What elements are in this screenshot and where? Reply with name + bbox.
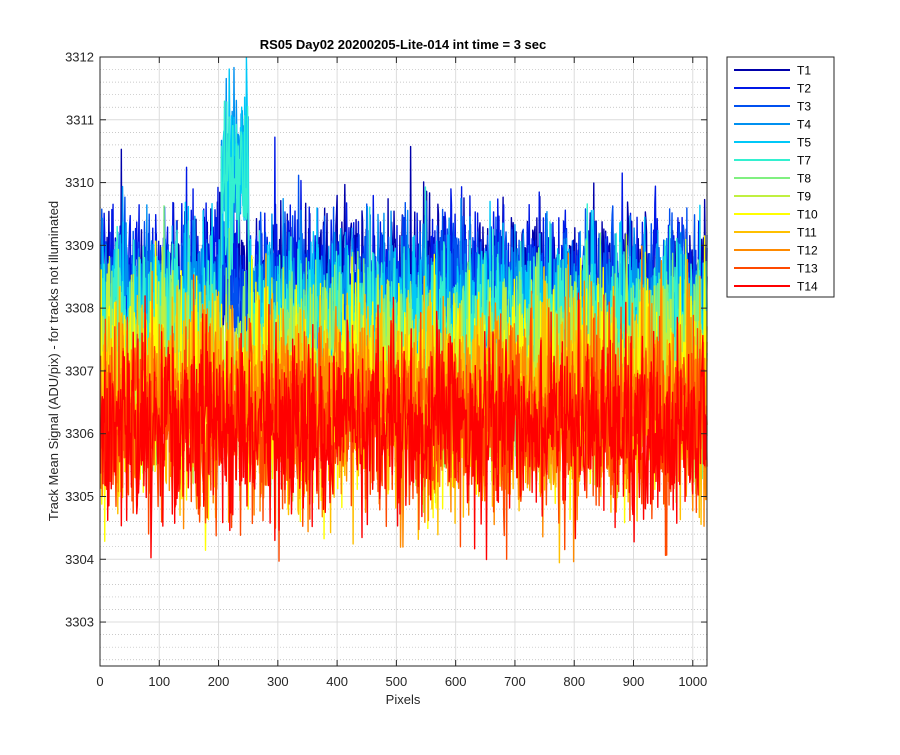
legend-entry-t1: T1 — [734, 64, 811, 78]
legend-label: T4 — [797, 118, 811, 132]
x-tick-labels: 0 100 200 300 400 500 600 700 800 900 1000 — [96, 674, 707, 689]
legend-items: T1 T2 T3 T4 T5 T7 T8 T9 T10 T11 T12 T13 T14 — [734, 64, 818, 294]
chart-title: RS05 Day02 20200205-Lite-014 int time = … — [260, 37, 547, 52]
legend-entry-t10: T10 — [734, 208, 818, 222]
legend-entry-t11: T11 — [734, 226, 817, 240]
series-layer — [99, 56, 708, 564]
y-axis-label: Track Mean Signal (ADU/pix) - for tracks… — [46, 201, 61, 521]
y-tick-label: 3304 — [65, 552, 94, 567]
y-tick-label: 3310 — [65, 175, 94, 190]
y-tick-labels: 3303 3304 3305 3306 3307 3308 3309 3310 3311 3312 — [65, 50, 94, 630]
legend-entry-t8: T8 — [734, 172, 811, 186]
y-tick-label: 3308 — [65, 301, 94, 316]
legend-label: T1 — [797, 64, 811, 78]
legend-label: T8 — [797, 172, 811, 186]
legend: T1 T2 T3 T4 T5 T7 T8 T9 T10 T11 T12 T13 T14 — [726, 56, 835, 298]
legend-label: T14 — [797, 280, 818, 294]
x-tick-label: 700 — [504, 674, 526, 689]
x-tick-label: 1000 — [678, 674, 707, 689]
series-line-t14 — [99, 292, 708, 561]
y-tick-label: 3312 — [65, 50, 94, 65]
y-tick-label: 3303 — [65, 615, 94, 630]
x-tick-label: 300 — [267, 674, 289, 689]
legend-entry-t4: T4 — [734, 118, 811, 132]
axis-ticks — [99, 56, 707, 666]
legend-entry-t2: T2 — [734, 82, 811, 96]
legend-entry-t14: T14 — [734, 280, 818, 294]
legend-label: T9 — [797, 190, 811, 204]
legend-label: T7 — [797, 154, 811, 168]
legend-label: T10 — [797, 208, 818, 222]
legend-entry-t12: T12 — [734, 244, 818, 258]
x-tick-label: 600 — [445, 674, 467, 689]
x-tick-label: 500 — [386, 674, 408, 689]
y-tick-label: 3311 — [66, 112, 94, 127]
legend-label: T13 — [797, 262, 818, 276]
legend-entry-t13: T13 — [734, 262, 818, 276]
x-tick-label: 0 — [96, 674, 103, 689]
y-tick-label: 3305 — [65, 489, 94, 504]
legend-entry-t5: T5 — [734, 136, 811, 150]
legend-entry-t7: T7 — [734, 154, 811, 168]
x-tick-label: 100 — [148, 674, 170, 689]
x-tick-label: 800 — [563, 674, 585, 689]
y-tick-label: 3307 — [65, 363, 94, 378]
legend-label: T3 — [797, 100, 811, 114]
legend-entry-t3: T3 — [734, 100, 811, 114]
legend-label: T2 — [797, 82, 811, 96]
y-tick-label: 3309 — [65, 238, 94, 253]
x-axis-label: Pixels — [386, 692, 421, 707]
legend-label: T5 — [797, 136, 811, 150]
x-tick-label: 200 — [208, 674, 230, 689]
y-tick-label: 3306 — [65, 426, 94, 441]
x-tick-label: 400 — [326, 674, 348, 689]
x-tick-label: 900 — [623, 674, 645, 689]
plot-frame — [99, 56, 708, 667]
legend-label: T11 — [797, 226, 817, 240]
legend-entry-t9: T9 — [734, 190, 811, 204]
legend-label: T12 — [797, 244, 818, 258]
